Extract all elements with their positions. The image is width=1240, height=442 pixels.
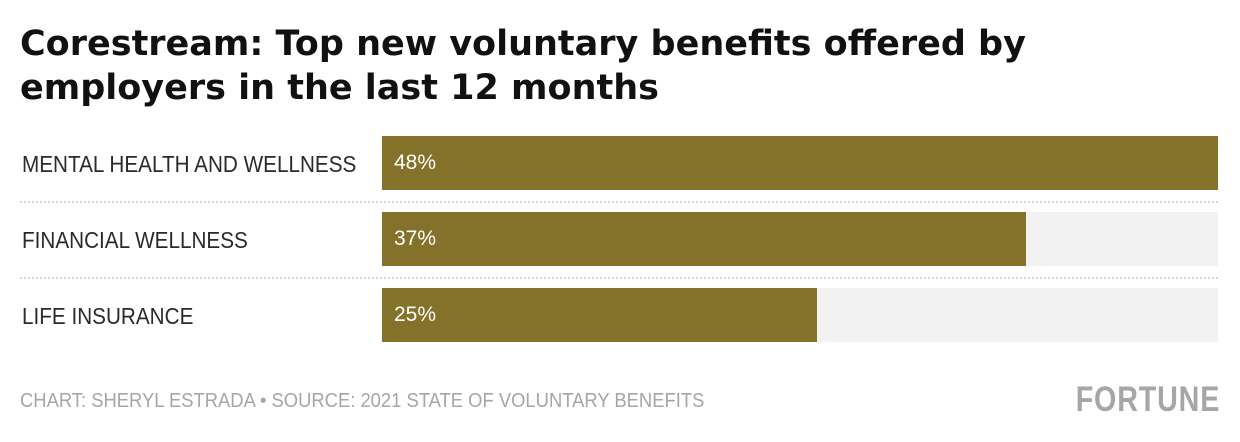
- bar-value-label: 48%: [394, 151, 437, 174]
- bar-row: FINANCIAL WELLNESS 37%: [20, 202, 1218, 278]
- category-label: LIFE INSURANCE: [22, 303, 194, 329]
- bar: 48%: [382, 136, 1218, 190]
- fortune-logo: FORTUNE: [1075, 380, 1220, 419]
- bar-value-label: 37%: [394, 227, 437, 250]
- bar-track: 37%: [382, 212, 1218, 266]
- bar: 25%: [382, 288, 817, 342]
- chart-title: Corestream: Top new voluntary benefits o…: [20, 24, 1026, 108]
- category-label: MENTAL HEALTH AND WELLNESS: [22, 151, 357, 177]
- bar-row: MENTAL HEALTH AND WELLNESS 48%: [20, 126, 1218, 202]
- bar-track: 48%: [382, 136, 1218, 190]
- chart-credit: CHART: SHERYL ESTRADA • SOURCE: 2021 STA…: [20, 390, 705, 412]
- bar: 37%: [382, 212, 1026, 266]
- bar-chart: MENTAL HEALTH AND WELLNESS 48% FINANCIAL W…: [0, 126, 1240, 356]
- row-divider: [20, 277, 1218, 279]
- bar-track: 25%: [382, 288, 1218, 342]
- row-divider: [20, 201, 1218, 203]
- bar-row: LIFE INSURANCE 25%: [20, 278, 1218, 354]
- category-label: FINANCIAL WELLNESS: [22, 227, 248, 253]
- bar-value-label: 25%: [394, 303, 437, 326]
